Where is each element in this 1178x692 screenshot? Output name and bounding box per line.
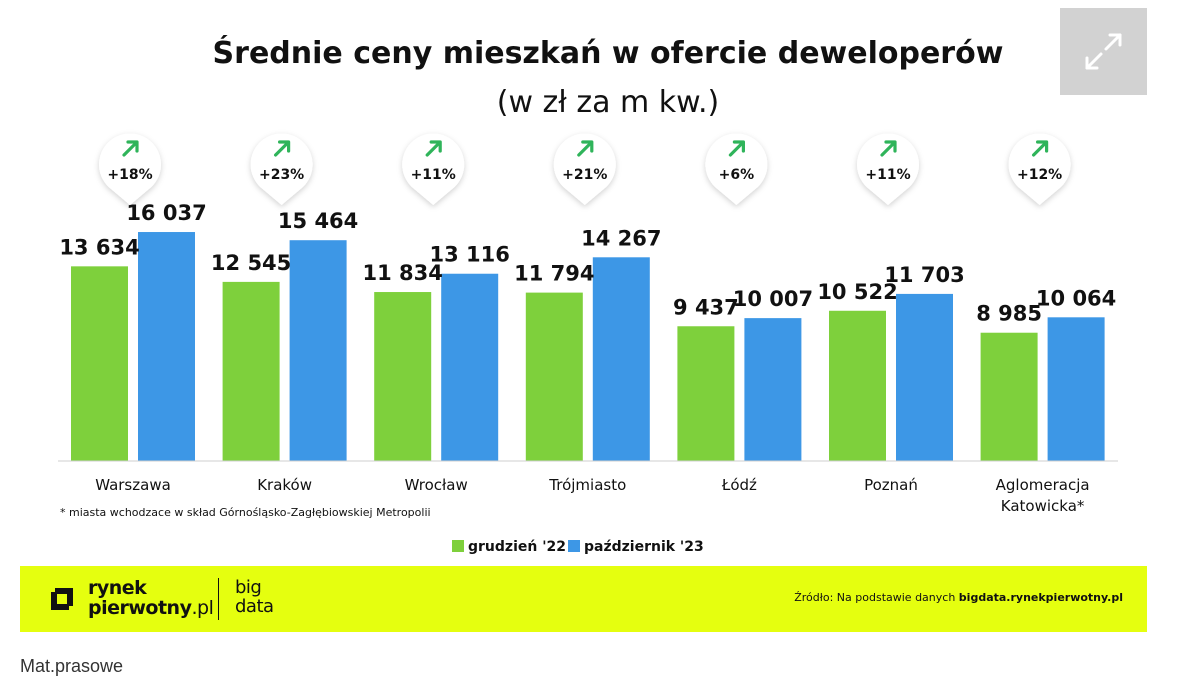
badge-shape: [857, 133, 919, 205]
expand-button[interactable]: [1060, 8, 1147, 95]
value-label: 12 545: [211, 251, 291, 275]
legend-label-pazdziernik: październik '23: [584, 539, 704, 555]
change-badge: +21%: [553, 133, 616, 205]
change-label: +21%: [562, 167, 607, 183]
change-badge: +11%: [857, 133, 919, 205]
source-link[interactable]: bigdata.rynekpierwotny.pl: [958, 591, 1123, 604]
up-right-arrow-head-icon: [429, 140, 442, 153]
up-right-arrow-icon: [880, 141, 896, 157]
value-label: 9 437: [673, 295, 739, 319]
category-label: Poznań: [864, 476, 918, 494]
change-badge: +11%: [402, 133, 465, 205]
footer-banner: rynek pierwotny.pl big data Źródło: Na p…: [20, 566, 1147, 632]
bar-pazdziernik-6: [1047, 317, 1105, 461]
image-caption: Mat.prasowe: [20, 656, 124, 676]
value-label: 10 522: [817, 280, 897, 304]
value-label: 8 985: [976, 302, 1042, 326]
chart: Średnie ceny mieszkań w ofercie dewelope…: [58, 34, 1118, 555]
bar-grudzien-1: [222, 281, 280, 461]
change-badge: +23%: [250, 133, 313, 205]
bar-pazdziernik-0: [138, 232, 195, 461]
bar-pazdziernik-5: [896, 293, 953, 461]
change-label: +6%: [719, 167, 755, 183]
badge-shape: [98, 133, 161, 205]
logo-line-1: rynek: [88, 577, 147, 599]
legend-label-grudzien: grudzień '22: [468, 539, 566, 555]
value-label: 11 794: [514, 262, 594, 286]
category-label: Wrocław: [405, 476, 468, 494]
change-badge: +6%: [705, 133, 768, 205]
chart-subtitle: (w zł za m kw.): [497, 85, 719, 120]
logo-line-2-bold: pierwotny: [88, 597, 192, 619]
value-label: 10 064: [1036, 286, 1116, 310]
up-right-arrow-icon: [1031, 141, 1048, 157]
bar-grudzien-4: [677, 326, 735, 461]
footnote: * miasta wchodzace w skład Górnośląsko-Z…: [60, 506, 431, 519]
change-badge: +18%: [98, 133, 161, 205]
chart-title: Średnie ceny mieszkań w ofercie dewelope…: [213, 34, 1004, 71]
legend-swatch-pazdziernik: [568, 540, 580, 552]
logo-line-2-light: .pl: [191, 597, 214, 619]
bar-pazdziernik-1: [289, 240, 347, 461]
value-label: 11 703: [884, 263, 964, 287]
up-right-arrow-head-icon: [581, 140, 594, 153]
up-right-arrow-head-icon: [1035, 140, 1049, 153]
bigdata-line-1: big: [235, 577, 262, 598]
value-label: 11 834: [363, 261, 443, 285]
category-label: Trójmiasto: [548, 476, 626, 494]
value-label: 16 037: [126, 201, 206, 225]
up-right-arrow-icon: [728, 141, 745, 157]
change-label: +18%: [107, 167, 152, 183]
up-right-arrow-icon: [122, 141, 138, 157]
badge-shape: [1008, 133, 1071, 205]
change-label: +12%: [1017, 167, 1062, 183]
bar-grudzien-6: [980, 332, 1038, 461]
bigdata-line-2: data: [235, 596, 274, 617]
category-label: Łódź: [721, 476, 757, 494]
up-right-arrow-icon: [425, 141, 441, 157]
change-badge: +12%: [1008, 133, 1071, 205]
logo-separator: [218, 578, 219, 620]
legend: grudzień '22 październik '23: [452, 539, 704, 555]
value-label: 10 007: [733, 287, 813, 311]
category-label: Aglomeracja Katowicka*: [996, 476, 1090, 515]
category-label: Kraków: [257, 476, 312, 494]
category-labels: Warszawa Kraków Wrocław Trójmiasto Łódź Pozna…: [95, 476, 1089, 515]
change-label: +23%: [259, 167, 304, 183]
change-label: +11%: [411, 167, 456, 183]
category-label: Warszawa: [95, 476, 171, 494]
up-right-arrow-icon: [274, 141, 290, 157]
bar-pazdziernik-2: [441, 273, 499, 461]
value-label: 13 634: [59, 235, 139, 259]
source-note: Źródło: Na podstawie danych bigdata.ryne…: [794, 591, 1123, 604]
logo-wordmark: rynek pierwotny.pl: [88, 577, 214, 619]
expand-icon: [1085, 33, 1122, 70]
badge-shape: [402, 133, 465, 205]
change-label: +11%: [865, 167, 910, 183]
value-label: 13 116: [430, 243, 510, 267]
rynekpierwotny-logo-icon: [51, 588, 73, 610]
legend-swatch-grudzien: [452, 540, 464, 552]
up-right-arrow-head-icon: [732, 140, 746, 153]
bar-grudzien-5: [829, 310, 886, 461]
up-right-arrow-icon: [577, 141, 593, 157]
value-label: 14 267: [581, 226, 661, 250]
up-right-arrow-head-icon: [126, 140, 139, 153]
bigdata-wordmark: big data: [235, 578, 274, 616]
bar-grudzien-0: [71, 266, 128, 461]
up-right-arrow-head-icon: [278, 140, 291, 153]
bar-grudzien-2: [374, 292, 432, 461]
value-label: 15 464: [278, 209, 358, 233]
badge-shape: [553, 133, 616, 205]
up-right-arrow-head-icon: [884, 140, 897, 153]
bar-grudzien-3: [525, 292, 583, 461]
bar-pazdziernik-3: [592, 257, 650, 461]
bars: [71, 232, 1105, 461]
badge-shape: [250, 133, 313, 205]
bar-pazdziernik-4: [744, 318, 802, 461]
source-prefix: Źródło: Na podstawie danych: [794, 591, 959, 604]
change-badges: +18% +23% +11% +21% +6% +11% +12%: [98, 133, 1071, 205]
badge-shape: [705, 133, 768, 205]
